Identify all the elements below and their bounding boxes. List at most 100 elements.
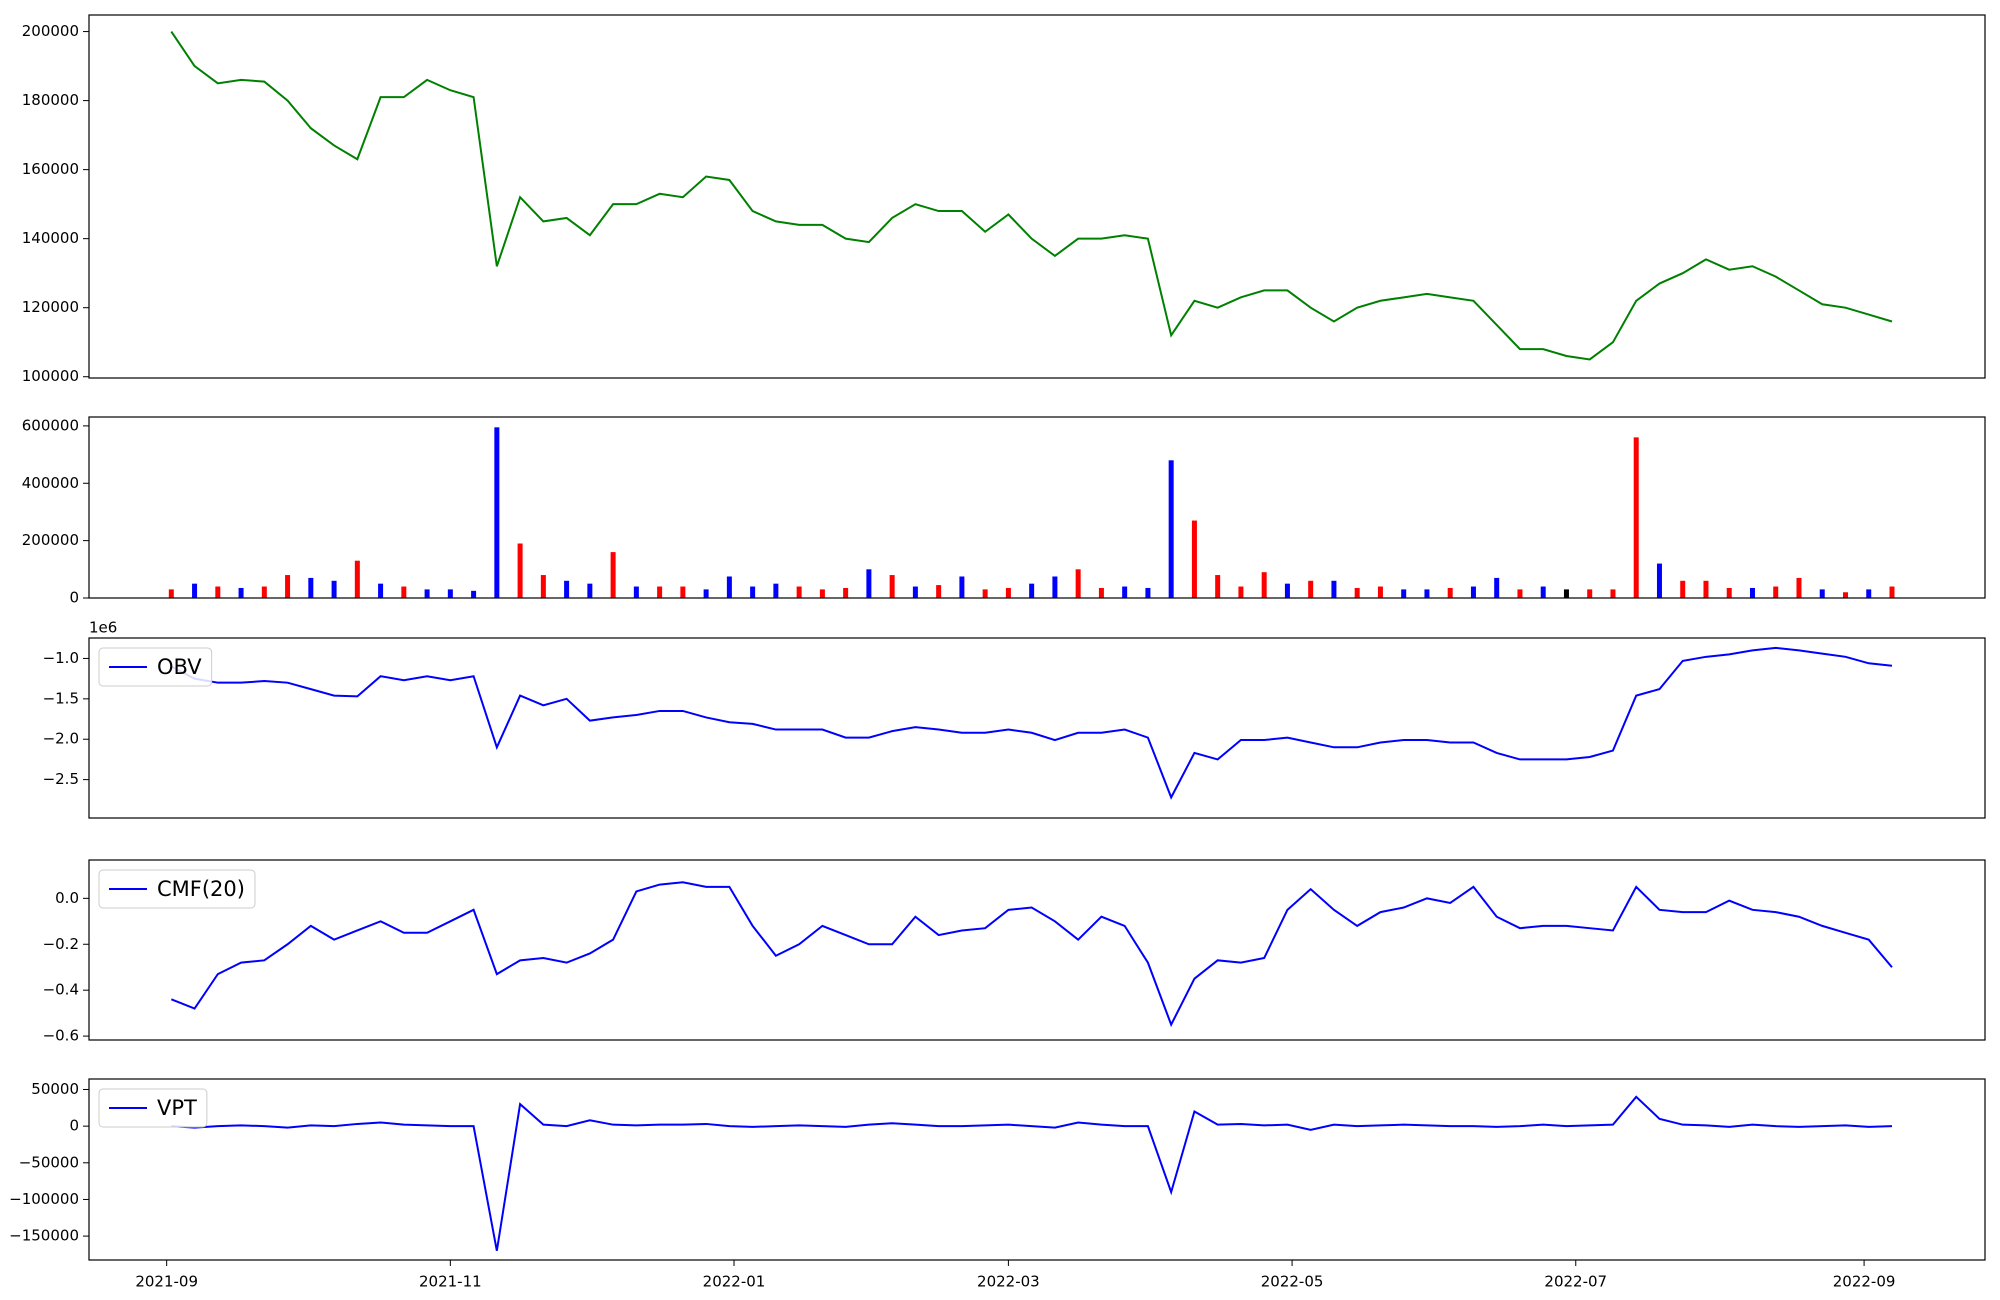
y-tick-label: −1.5 — [43, 689, 79, 707]
volume-bar — [447, 589, 453, 598]
volume-bar — [517, 543, 523, 598]
axes-frame — [88, 859, 1986, 1041]
axes-frame — [88, 637, 1986, 819]
legend-label: VPT — [157, 1096, 197, 1120]
volume-bar — [750, 586, 756, 598]
volume-bar — [192, 583, 198, 598]
y-tick-label: 400000 — [22, 474, 79, 492]
y-tick-label: 0.0 — [55, 889, 79, 907]
volume-bar — [401, 586, 407, 598]
offset-text: 1e6 — [89, 619, 117, 637]
legend-box — [98, 869, 256, 909]
y-tick-label: 200000 — [22, 531, 79, 549]
volume-bar — [540, 575, 546, 598]
y-tick-label: 200000 — [22, 22, 79, 40]
x-tick-label: 2022-07 — [1544, 1273, 1607, 1291]
volume-bar — [1029, 583, 1035, 598]
x-tick-label: 2022-01 — [703, 1273, 766, 1291]
volume-bar — [1098, 587, 1104, 598]
volume-bar — [1447, 587, 1453, 598]
volume-bar — [1331, 580, 1337, 598]
volume-bar — [726, 576, 732, 598]
volume-bar — [215, 586, 221, 598]
volume-bar — [1703, 580, 1709, 598]
volume-bar — [1773, 586, 1779, 598]
volume-bar — [1215, 575, 1221, 598]
axes-frame — [88, 14, 1986, 379]
x-tick-label: 2022-05 — [1261, 1273, 1324, 1291]
volume-bar — [773, 583, 779, 598]
volume-bar — [1726, 587, 1732, 598]
x-tick-label: 2021-09 — [135, 1273, 198, 1291]
volume-bar — [1470, 586, 1476, 598]
data-line — [170, 646, 1893, 800]
volume-bar — [1889, 586, 1895, 598]
y-tick-label: 120000 — [22, 298, 79, 316]
volume-bar — [1191, 520, 1197, 598]
data-line — [170, 31, 1893, 361]
axes-frame — [88, 416, 1986, 599]
volume-bar — [1563, 589, 1569, 598]
volume-bar — [1284, 583, 1290, 598]
legend-label: OBV — [157, 655, 202, 679]
y-tick-label: −50000 — [19, 1153, 79, 1171]
volume-bar — [1238, 586, 1244, 598]
volume-bar — [819, 589, 825, 598]
x-tick-label: 2022-03 — [977, 1273, 1040, 1291]
y-tick-label: −0.2 — [43, 935, 79, 953]
data-line — [171, 1095, 1893, 1251]
volume-bar — [238, 587, 244, 598]
volume-bar — [889, 575, 895, 598]
volume-bar — [866, 569, 872, 598]
y-tick-label: −0.6 — [43, 1027, 79, 1045]
y-tick-label: 180000 — [22, 91, 79, 109]
y-tick-label: −0.4 — [43, 981, 79, 999]
volume-bar — [285, 575, 291, 598]
volume-bar — [796, 586, 802, 598]
volume-bar — [564, 580, 570, 598]
volume-bar — [1796, 577, 1802, 598]
volume-bar — [1819, 589, 1825, 598]
volume-bar — [680, 586, 686, 598]
y-tick-label: −2.5 — [43, 770, 79, 788]
volume-bar — [1168, 460, 1174, 598]
volume-bar — [471, 590, 477, 598]
legend-label: CMF(20) — [157, 877, 245, 901]
volume-bar — [1261, 572, 1267, 598]
volume-bar — [168, 589, 174, 598]
volume-bar — [1005, 587, 1011, 598]
volume-bar — [331, 580, 337, 598]
volume-bar — [610, 552, 616, 598]
volume-bar — [354, 560, 360, 598]
volume-bar — [1633, 437, 1639, 598]
volume-bar — [1587, 589, 1593, 598]
volume-bar — [1749, 587, 1755, 598]
data-line — [170, 881, 1893, 1028]
volume-bar — [1517, 589, 1523, 598]
volume-bar — [1122, 586, 1128, 598]
volume-bar — [1308, 580, 1314, 598]
y-tick-label: 0 — [69, 589, 79, 607]
volume-bar — [587, 583, 593, 598]
volume-bar — [657, 586, 663, 598]
legend-box — [98, 1088, 208, 1128]
y-tick-label: 50000 — [31, 1080, 79, 1098]
volume-bar — [959, 576, 965, 598]
y-tick-label: −1.0 — [43, 649, 79, 667]
volume-bar — [378, 583, 384, 598]
volume-bar — [912, 586, 918, 598]
volume-bar — [1424, 589, 1430, 598]
y-tick-label: 140000 — [22, 229, 79, 247]
y-tick-label: −100000 — [9, 1190, 79, 1208]
volume-bar — [1401, 589, 1407, 598]
volume-bar — [982, 589, 988, 598]
volume-bar — [633, 586, 639, 598]
volume-bar — [1842, 592, 1848, 598]
y-tick-label: −150000 — [9, 1227, 79, 1245]
volume-bar — [424, 589, 430, 598]
volume-bar — [1354, 587, 1360, 598]
volume-bar — [1610, 589, 1616, 598]
volume-bar — [1540, 586, 1546, 598]
volume-bar — [261, 586, 267, 598]
